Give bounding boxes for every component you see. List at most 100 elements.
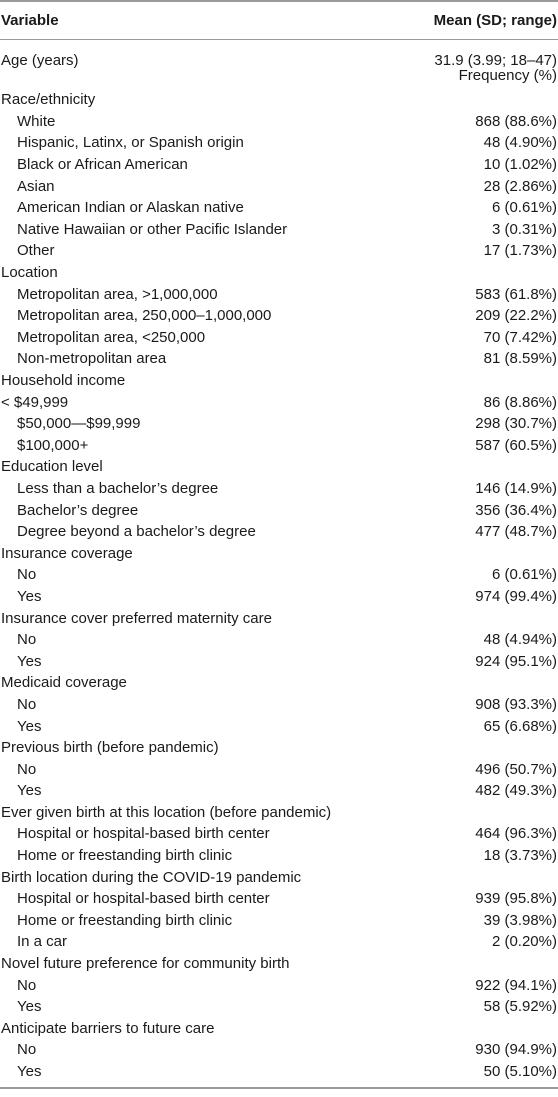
row-value: 908 (93.3%)	[475, 695, 557, 713]
row-label: Home or freestanding birth clinic	[17, 911, 233, 929]
table-row: $100,000+ 587 (60.5%)	[0, 435, 558, 457]
frequency-label: Frequency (%)	[458, 67, 557, 84]
frequency-row: Frequency (%)	[0, 68, 558, 89]
table-group-row: Education level	[0, 456, 558, 478]
row-label: Yes	[17, 717, 42, 735]
row-value: 974 (99.4%)	[475, 587, 557, 605]
table-group-row: Race/ethnicity	[0, 89, 558, 111]
row-value: 17 (1.73%)	[483, 242, 557, 260]
row-value: 146 (14.9%)	[475, 479, 557, 497]
row-value: 930 (94.9%)	[475, 1041, 557, 1059]
row-value: 2 (0.20%)	[491, 933, 557, 951]
age-label: Age (years)	[1, 52, 79, 69]
row-label: Hospital or hospital-based birth center	[17, 890, 270, 908]
header-mean: Mean (SD; range)	[433, 12, 557, 29]
table-group-row: < $49,999 86 (8.86%)	[0, 391, 558, 413]
row-label: No	[17, 760, 37, 778]
row-label: < $49,999	[1, 393, 69, 411]
row-label: Yes	[17, 587, 42, 605]
table-row: Asian 28 (2.86%)	[0, 175, 558, 197]
row-value: 587 (60.5%)	[475, 436, 557, 454]
table-group-row: Medicaid coverage	[0, 672, 558, 694]
table-row: Metropolitan area, >1,000,000 583 (61.8%)	[0, 283, 558, 305]
row-label: Insurance coverage	[1, 544, 133, 562]
row-value: 464 (96.3%)	[475, 825, 557, 843]
row-value: 86 (8.86%)	[483, 393, 557, 411]
table-row: Hispanic, Latinx, or Spanish origin 48 (4…	[0, 132, 558, 154]
row-value: 209 (22.2%)	[475, 307, 557, 325]
table-row: Yes 58 (5.92%)	[0, 996, 558, 1018]
row-label: Hispanic, Latinx, or Spanish origin	[17, 134, 244, 152]
row-label: Yes	[17, 782, 42, 800]
table-row: No 908 (93.3%)	[0, 694, 558, 716]
table-row: No 922 (94.1%)	[0, 974, 558, 996]
row-value: 868 (88.6%)	[475, 112, 557, 130]
table-group-row: Novel future preference for community bi…	[0, 953, 558, 975]
row-label: No	[17, 1041, 37, 1059]
table-row: No 930 (94.9%)	[0, 1039, 558, 1061]
row-label: Location	[1, 264, 58, 282]
row-label: Ever given birth at this location (befor…	[1, 803, 332, 821]
table-row: In a car 2 (0.20%)	[0, 931, 558, 953]
row-value: 48 (4.94%)	[483, 631, 557, 649]
row-value: 50 (5.10%)	[483, 1063, 557, 1081]
table-row: Bachelor’s degree 356 (36.4%)	[0, 499, 558, 521]
row-value: 477 (48.7%)	[475, 523, 557, 541]
table-row: Degree beyond a bachelor’s degree 477 (48…	[0, 521, 558, 543]
age-row: Age (years) 31.9 (3.99; 18–47)	[0, 40, 558, 68]
row-label: Degree beyond a bachelor’s degree	[17, 523, 256, 541]
row-value: 39 (3.98%)	[483, 911, 557, 929]
header-rule	[0, 39, 558, 40]
row-label: No	[17, 566, 37, 584]
table-group-row: Ever given birth at this location (befor…	[0, 802, 558, 824]
table-group-row: Anticipate barriers to future care	[0, 1018, 558, 1040]
table-row: Yes 482 (49.3%)	[0, 780, 558, 802]
table-row: No 496 (50.7%)	[0, 758, 558, 780]
row-label: Anticipate barriers to future care	[1, 1019, 215, 1037]
row-value: 583 (61.8%)	[475, 285, 557, 303]
row-label: In a car	[17, 933, 68, 951]
row-label: Less than a bachelor’s degree	[17, 479, 219, 497]
row-label: American Indian or Alaskan native	[17, 199, 244, 217]
table-row: No 48 (4.94%)	[0, 629, 558, 651]
age-value: 31.9 (3.99; 18–47)	[434, 52, 557, 69]
row-value: 65 (6.68%)	[483, 717, 557, 735]
table-group-row: Insurance cover preferred maternity care	[0, 607, 558, 629]
table-row: Yes 924 (95.1%)	[0, 650, 558, 672]
row-value: 356 (36.4%)	[475, 501, 557, 519]
row-value: 939 (95.8%)	[475, 890, 557, 908]
table-row: Native Hawaiian or other Pacific Islande…	[0, 219, 558, 241]
table-group-row: Location	[0, 262, 558, 284]
row-label: Education level	[1, 458, 103, 476]
row-label: Household income	[1, 372, 126, 390]
row-value: 496 (50.7%)	[475, 760, 557, 778]
row-value: 6 (0.61%)	[491, 199, 557, 217]
row-label: $50,000—$99,999	[17, 415, 141, 433]
row-value: 6 (0.61%)	[491, 566, 557, 584]
row-label: White	[17, 112, 56, 130]
table-group-row: Insurance coverage	[0, 542, 558, 564]
row-value: 298 (30.7%)	[475, 415, 557, 433]
row-label: Other	[17, 242, 55, 260]
table-group-row: Birth location during the COVID-19 pande…	[0, 866, 558, 888]
table-group-row: Household income	[0, 370, 558, 392]
row-label: Asian	[17, 177, 55, 195]
table-row: Yes 50 (5.10%)	[0, 1061, 558, 1083]
row-label: Non-metropolitan area	[17, 350, 167, 368]
row-label: Metropolitan area, <250,000	[17, 328, 206, 346]
row-value: 28 (2.86%)	[483, 177, 557, 195]
row-label: Insurance cover preferred maternity care	[1, 609, 272, 627]
row-value: 10 (1.02%)	[483, 156, 557, 174]
table-row: Home or freestanding birth clinic 39 (3.9…	[0, 910, 558, 932]
table-row: Yes 65 (6.68%)	[0, 715, 558, 737]
table-header-row: Variable Mean (SD; range)	[0, 2, 558, 39]
table-row: Hospital or hospital-based birth center 4…	[0, 823, 558, 845]
row-value: 48 (4.90%)	[483, 134, 557, 152]
row-value: 924 (95.1%)	[475, 652, 557, 670]
table-bottom-rule	[0, 1087, 558, 1090]
row-label: No	[17, 631, 37, 649]
table-row: White 868 (88.6%)	[0, 111, 558, 133]
row-label: Native Hawaiian or other Pacific Islande…	[17, 220, 288, 238]
row-label: Yes	[17, 998, 42, 1016]
